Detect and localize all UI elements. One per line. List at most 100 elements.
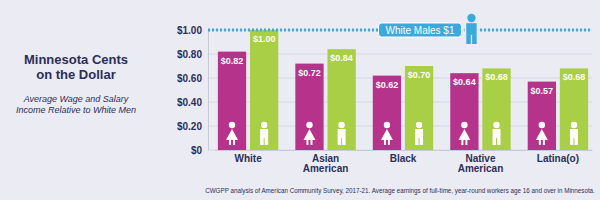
y-axis: $0 $0.20 $0.40 $0.60 $0.80 $1.00	[177, 25, 209, 156]
y-tick: $0.60	[177, 73, 208, 84]
title: Minnesota Centson the Dollar	[24, 52, 128, 82]
icon-body	[338, 129, 346, 138]
y-tick-label: $1.00	[177, 25, 202, 36]
icon-leg	[543, 140, 545, 145]
bar	[528, 82, 556, 150]
icon-head	[467, 14, 475, 22]
y-tick-label: $0.40	[177, 97, 202, 108]
icon-leg	[466, 35, 471, 44]
female-icon	[458, 122, 470, 145]
x-axis-line	[215, 150, 593, 151]
female-icon	[536, 122, 548, 145]
text-line: on the Dollar	[36, 67, 115, 82]
icon-head	[229, 122, 235, 128]
icon-leg	[265, 138, 269, 145]
text-line: Minnesota Cents	[24, 52, 128, 67]
icon-body	[493, 129, 501, 138]
x-tick: Latina(o)	[537, 150, 579, 164]
data-label: $0.68	[485, 72, 508, 82]
y-tick: $0.80	[177, 49, 208, 60]
icon-leg	[384, 140, 386, 145]
icon-body	[570, 129, 578, 138]
data-label: $0.84	[330, 53, 353, 63]
icon-leg	[461, 140, 463, 145]
icon-body	[415, 129, 423, 138]
icon-leg	[472, 35, 477, 44]
x-tick-label: NativeAmerican	[458, 153, 504, 174]
bar	[373, 76, 401, 150]
x-tick-label: White	[234, 153, 262, 164]
icon-leg	[233, 140, 235, 145]
icon-leg	[570, 138, 574, 145]
icon-body	[466, 23, 476, 35]
icon-body	[381, 129, 393, 140]
icon-leg	[342, 138, 346, 145]
y-tick-label: $0.20	[177, 121, 202, 132]
data-label: $0.70	[408, 70, 431, 80]
bar	[250, 30, 278, 150]
male-icon	[493, 122, 501, 145]
x-tick-label: Latina(o)	[537, 153, 579, 164]
y-tick-label: $0.80	[177, 49, 202, 60]
data-label: $0.82	[221, 56, 244, 66]
data-label: $1.00	[253, 34, 276, 44]
icon-head	[384, 122, 390, 128]
icon-head	[261, 122, 267, 128]
text-line: Latina(o)	[537, 153, 579, 164]
icon-leg	[539, 140, 541, 145]
chart: Minnesota Centson the Dollar Average Wage…	[0, 0, 600, 200]
icon-leg	[338, 138, 342, 145]
female-icon	[303, 122, 315, 145]
text-line: Black	[390, 153, 417, 164]
icon-leg	[497, 138, 501, 145]
male-icon	[415, 122, 423, 145]
annotation-box	[379, 23, 462, 37]
text-line: Income Relative to White Men	[16, 105, 136, 115]
icon-leg	[310, 140, 312, 145]
bar	[450, 73, 478, 150]
x-tick-label: AsianAmerican	[303, 153, 349, 174]
bar	[560, 68, 588, 150]
icon-head	[306, 122, 312, 128]
male-icon	[570, 122, 578, 145]
x-axis: White AsianAmerican Black NativeAmerican Lat…	[215, 150, 593, 174]
background	[0, 0, 600, 200]
icon-head	[461, 122, 467, 128]
bar	[405, 66, 433, 150]
icon-body	[303, 129, 315, 140]
data-label: $0.62	[376, 80, 399, 90]
icon-leg	[465, 140, 467, 145]
x-tick: AsianAmerican	[303, 150, 349, 174]
icon-body	[226, 129, 238, 140]
icon-leg	[574, 138, 578, 145]
icon-body	[536, 129, 548, 140]
icon-head	[338, 122, 344, 128]
icon-leg	[229, 140, 231, 145]
grid	[208, 30, 592, 150]
y-tick: $1.00	[177, 25, 208, 36]
icon-leg	[420, 138, 424, 145]
bars	[218, 30, 588, 150]
icon-leg	[306, 140, 308, 145]
bar	[295, 64, 323, 150]
y-tick: $0.40	[177, 97, 208, 108]
male-icon	[260, 122, 268, 145]
y-tick: $0	[191, 145, 208, 156]
female-icon	[381, 122, 393, 145]
x-tick-label: Black	[390, 153, 417, 164]
data-label: $0.57	[531, 86, 554, 96]
y-tick-label: $0.60	[177, 73, 202, 84]
icon-head	[493, 122, 499, 128]
bar	[218, 52, 246, 150]
icon-leg	[493, 138, 497, 145]
female-icon	[226, 122, 238, 145]
subtitle: Average Wage and SalaryIncome Relative t…	[16, 94, 136, 115]
y-axis-line	[208, 31, 209, 151]
annotation: White Males $1	[208, 14, 592, 46]
text-line: White	[234, 153, 262, 164]
y-tick-label: $0	[191, 145, 203, 156]
data-labels: $0.82$0.72$0.62$0.64$0.57$1.00$0.84$0.70…	[221, 34, 586, 96]
icon-body	[260, 129, 268, 138]
icon-leg	[260, 138, 264, 145]
y-tick: $0.20	[177, 121, 208, 132]
